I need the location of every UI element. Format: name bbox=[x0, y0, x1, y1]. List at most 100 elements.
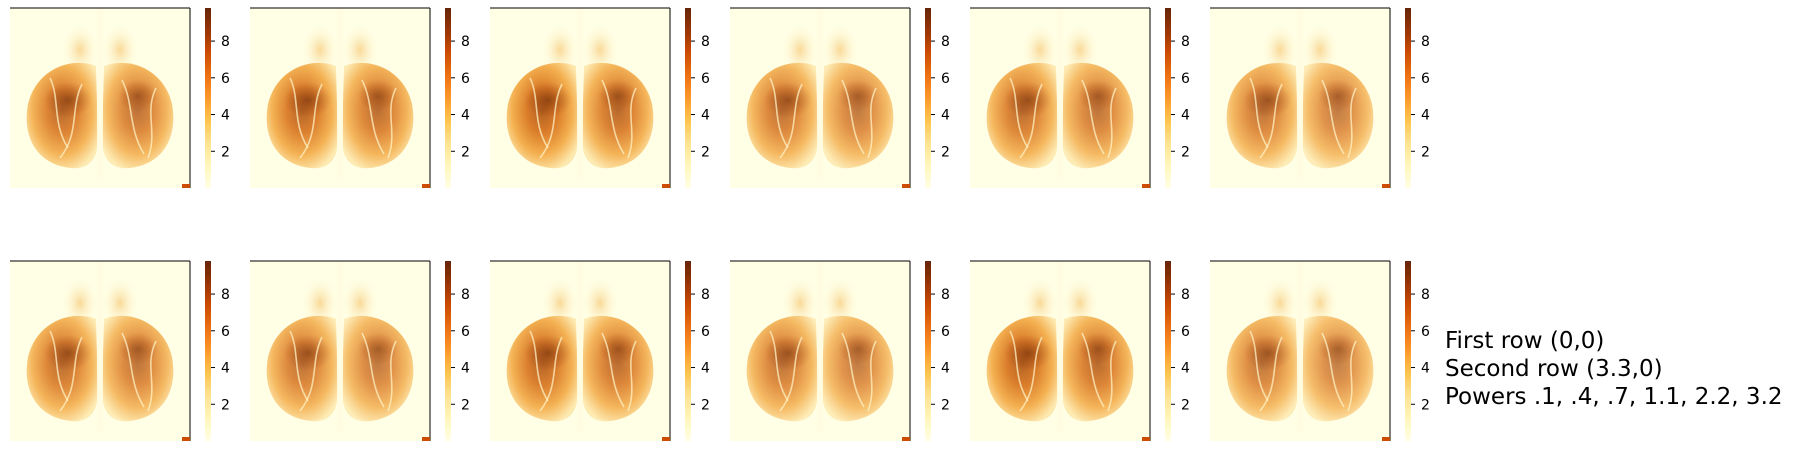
colorbar-tick-label: 2 bbox=[461, 144, 470, 160]
heatmap-corner-mark bbox=[182, 437, 190, 441]
heatmap-panel-r1-c4: 2 4 6 8 bbox=[730, 7, 950, 188]
heatmap-vessel bbox=[121, 332, 145, 408]
colorbar-tick-label: 4 bbox=[1421, 361, 1430, 377]
heatmap-panel-r1-c6: 2 4 6 8 bbox=[1210, 7, 1430, 188]
heatmap-vessel bbox=[299, 336, 323, 412]
heatmap-midline bbox=[817, 8, 823, 178]
heatmap-hotspot-right bbox=[598, 80, 638, 112]
colorbar-tick-label: 8 bbox=[941, 34, 950, 50]
colorbar-tick-label: 4 bbox=[221, 108, 230, 124]
heatmap-vessel bbox=[539, 336, 563, 412]
heatmap-vessel bbox=[387, 340, 397, 412]
heatmap-glow-left bbox=[302, 277, 338, 329]
heatmap-corner-mark bbox=[422, 437, 430, 441]
colorbar: 2 4 6 8 bbox=[205, 8, 230, 188]
colorbar-gradient bbox=[1165, 8, 1171, 188]
heatmap-glow-left bbox=[1022, 24, 1058, 76]
colorbar-tick-label: 4 bbox=[701, 108, 710, 124]
colorbar: 2 4 6 8 bbox=[925, 261, 950, 441]
caption-powers: Powers .1, .4, .7, 1.1, 2.2, 3.2 bbox=[1445, 384, 1783, 410]
heatmap-vessel bbox=[1321, 79, 1345, 155]
colorbar-gradient bbox=[445, 261, 451, 441]
heatmap-glow-left bbox=[542, 277, 578, 329]
colorbar-tick-label: 4 bbox=[941, 108, 950, 124]
colorbar-tick-label: 8 bbox=[701, 287, 710, 303]
heatmap-vessel bbox=[529, 330, 549, 402]
heatmap-hotspot-left bbox=[284, 335, 332, 371]
colorbar-tick-label: 4 bbox=[461, 108, 470, 124]
colorbar-tick-label: 4 bbox=[1421, 108, 1430, 124]
heatmap-hotspot-right bbox=[1078, 333, 1118, 365]
heatmap-panel-r2-c3: 2 4 6 8 bbox=[490, 260, 710, 441]
heatmap-vessel bbox=[1321, 332, 1345, 408]
heatmap-panel-r1-c3: 2 4 6 8 bbox=[490, 7, 710, 188]
heatmap-panel-r2-c1: 2 4 6 8 bbox=[10, 260, 230, 441]
heatmap-hotspot-left bbox=[284, 82, 332, 118]
colorbar-tick-label: 8 bbox=[221, 34, 230, 50]
caption: First row (0,0) Second row (3.3,0) Power… bbox=[1445, 327, 1783, 411]
heatmap-vessel bbox=[769, 330, 789, 402]
heatmap-glow-left bbox=[1022, 277, 1058, 329]
colorbar-tick-label: 2 bbox=[221, 144, 230, 160]
heatmap-glow-right bbox=[1062, 277, 1098, 329]
heatmap-corner-mark bbox=[902, 184, 910, 188]
heatmap-glow-right bbox=[582, 24, 618, 76]
heatmap-midline bbox=[1057, 8, 1063, 178]
heatmap-panel-r2-c5: 2 4 6 8 bbox=[970, 260, 1190, 441]
heatmap-vessel bbox=[841, 332, 865, 408]
heatmap-vessel bbox=[1107, 340, 1117, 412]
heatmap-midline bbox=[1057, 261, 1063, 431]
heatmap-midline bbox=[577, 261, 583, 431]
heatmap-glow-right bbox=[1302, 277, 1338, 329]
colorbar: 2 4 6 8 bbox=[205, 261, 230, 441]
heatmap-glow-left bbox=[302, 24, 338, 76]
heatmap-glow-right bbox=[582, 277, 618, 329]
heatmap-hotspot-left bbox=[764, 82, 812, 118]
heatmap-glow-left bbox=[1262, 277, 1298, 329]
colorbar-tick-label: 6 bbox=[1181, 324, 1190, 340]
colorbar: 2 4 6 8 bbox=[1405, 261, 1430, 441]
colorbar-tick-label: 2 bbox=[941, 397, 950, 413]
heatmap-vessel bbox=[627, 87, 637, 159]
heatmap-vessel bbox=[361, 79, 385, 155]
heatmap-vessel bbox=[387, 87, 397, 159]
colorbar-tick-label: 6 bbox=[941, 71, 950, 87]
heatmap-hotspot-right bbox=[838, 333, 878, 365]
colorbar-tick-label: 8 bbox=[701, 34, 710, 50]
heatmap-hotspot-left bbox=[1244, 335, 1292, 371]
heatmap-vessel bbox=[289, 330, 309, 402]
heatmap-vessel bbox=[1249, 330, 1269, 402]
heatmap-vessel bbox=[529, 77, 549, 149]
heatmap-corner-mark bbox=[902, 437, 910, 441]
colorbar-tick-label: 2 bbox=[701, 144, 710, 160]
heatmap-glow-right bbox=[1302, 24, 1338, 76]
heatmap-corner-mark bbox=[1382, 184, 1390, 188]
heatmap-vessel bbox=[1019, 336, 1043, 412]
heatmap-vessel bbox=[779, 83, 803, 159]
heatmap-vessel bbox=[1019, 83, 1043, 159]
heatmap-glow-right bbox=[342, 277, 378, 329]
colorbar-gradient bbox=[685, 261, 691, 441]
heatmap-vessel bbox=[867, 340, 877, 412]
heatmap-hotspot-right bbox=[118, 80, 158, 112]
heatmap-glow-left bbox=[782, 24, 818, 76]
heatmap-vessel bbox=[121, 79, 145, 155]
colorbar-tick-label: 4 bbox=[1181, 108, 1190, 124]
heatmap-vessel bbox=[59, 336, 83, 412]
heatmap-panel-r1-c2: 2 4 6 8 bbox=[250, 7, 470, 188]
heatmap-hotspot-right bbox=[118, 333, 158, 365]
colorbar-tick-label: 6 bbox=[221, 71, 230, 87]
colorbar-tick-label: 8 bbox=[1421, 287, 1430, 303]
colorbar-gradient bbox=[925, 8, 931, 188]
heatmap-midline bbox=[97, 8, 103, 178]
heatmap-vessel bbox=[1107, 87, 1117, 159]
colorbar-tick-label: 8 bbox=[461, 287, 470, 303]
heatmap-hotspot-left bbox=[1004, 335, 1052, 371]
heatmap-vessel bbox=[769, 77, 789, 149]
heatmap-vessel bbox=[841, 79, 865, 155]
heatmap-midline bbox=[337, 261, 343, 431]
heatmap-vessel bbox=[779, 336, 803, 412]
colorbar: 2 4 6 8 bbox=[445, 261, 470, 441]
colorbar-gradient bbox=[1165, 261, 1171, 441]
heatmap-panel-r1-c5: 2 4 6 8 bbox=[970, 7, 1190, 188]
